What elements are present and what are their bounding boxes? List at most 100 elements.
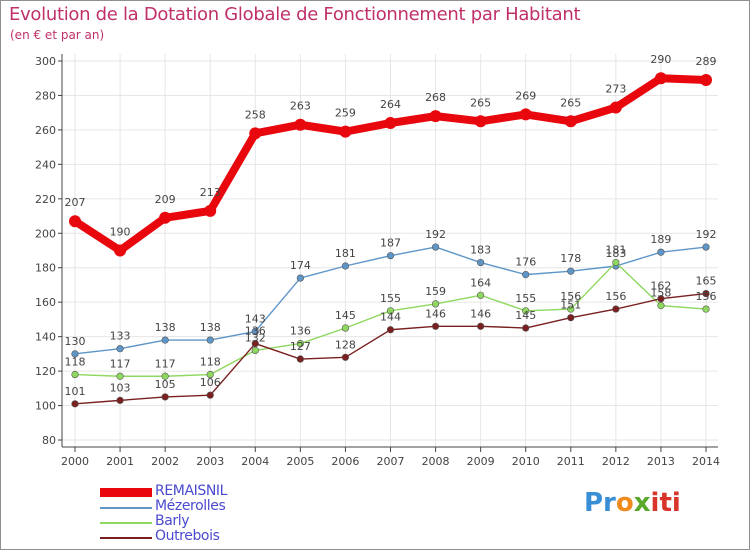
- data-point: [116, 396, 124, 404]
- data-point: [69, 215, 81, 228]
- data-label: 181: [335, 247, 356, 260]
- data-point: [431, 243, 440, 251]
- grid-layer: [62, 54, 718, 447]
- data-label: 178: [560, 252, 581, 265]
- x-tick-label: 2006: [331, 455, 359, 468]
- data-label: 127: [290, 340, 311, 353]
- data-label: 265: [560, 96, 581, 109]
- chart-subtitle: (en € et par an): [10, 28, 105, 42]
- y-tick-label: 180: [35, 262, 56, 275]
- data-point: [161, 336, 169, 344]
- chart-title: Evolution de la Dotation Globale de Fonc…: [9, 4, 581, 25]
- data-label: 138: [155, 321, 176, 334]
- data-point: [657, 248, 665, 256]
- data-label: 164: [470, 276, 491, 289]
- data-label: 176: [515, 256, 536, 269]
- data-point: [341, 353, 350, 361]
- data-point: [657, 302, 665, 310]
- data-label: 133: [110, 330, 131, 343]
- data-label: 128: [335, 338, 356, 351]
- data-label: 103: [110, 381, 131, 394]
- data-point: [296, 339, 304, 348]
- legend-label: REMAISNIL: [155, 483, 228, 499]
- logo-part-2: o: [615, 488, 634, 518]
- data-label: 117: [155, 357, 176, 370]
- data-point: [339, 125, 352, 138]
- data-point: [700, 73, 712, 86]
- data-label: 165: [696, 275, 717, 288]
- x-tick-label: 2004: [241, 455, 269, 468]
- x-tick-label: 2013: [647, 455, 675, 468]
- data-label: 117: [110, 357, 131, 370]
- legend-item: Outrebois: [100, 529, 350, 545]
- x-tick-label: 2009: [467, 455, 495, 468]
- y-tick-label: 120: [35, 365, 56, 378]
- data-label: 207: [65, 196, 86, 209]
- logo-part-4: iti: [650, 488, 681, 518]
- data-label: 118: [65, 356, 86, 369]
- axis-layer: 80 100 120 140 160 180 200 220 240 260 280 300 2000 2…: [35, 54, 720, 468]
- x-tick-label: 2011: [557, 455, 585, 468]
- data-label: 183: [470, 244, 491, 257]
- x-tick-label: 2012: [602, 455, 630, 468]
- data-point: [431, 300, 440, 308]
- data-label: 268: [425, 91, 446, 104]
- data-point: [657, 295, 665, 303]
- y-tick-label: 240: [35, 158, 56, 171]
- data-label: 118: [200, 356, 221, 369]
- data-label: 155: [380, 292, 401, 305]
- data-point: [71, 350, 79, 358]
- data-label: 213: [200, 186, 221, 199]
- line-chart: 80 100 120 140 160 180 200 220 240 260 280 300 2000 2…: [35, 53, 720, 468]
- data-label: 151: [560, 299, 581, 312]
- data-point: [519, 108, 532, 121]
- x-tick-label: 2014: [692, 455, 720, 468]
- data-point: [161, 393, 169, 401]
- y-tick-label: 100: [35, 400, 56, 413]
- data-label: 158: [650, 287, 671, 300]
- y-tick-label: 200: [35, 227, 56, 240]
- data-label: 143: [245, 312, 266, 325]
- data-point: [522, 307, 530, 315]
- legend-label: Barly: [155, 513, 190, 529]
- data-point: [477, 322, 485, 330]
- data-point: [702, 289, 710, 298]
- series-remaisnil: [69, 72, 712, 257]
- data-point: [206, 336, 214, 344]
- data-point: [702, 305, 710, 313]
- x-tick-label: 2001: [106, 455, 134, 468]
- data-label: 187: [380, 237, 401, 250]
- data-label: 258: [245, 108, 266, 121]
- data-label: 209: [155, 193, 176, 206]
- legend-swatch: [100, 485, 152, 500]
- data-point: [204, 204, 217, 217]
- data-point: [386, 326, 395, 334]
- data-point: [341, 262, 350, 270]
- data-point: [609, 101, 622, 114]
- data-label: 264: [380, 98, 401, 111]
- data-point: [296, 355, 304, 363]
- data-point: [114, 244, 127, 257]
- series-outrebois: [71, 289, 710, 408]
- y-tick-label: 260: [35, 124, 56, 137]
- data-point: [386, 307, 395, 315]
- data-point: [384, 117, 397, 130]
- data-label: 269: [515, 89, 536, 102]
- data-point: [567, 267, 575, 275]
- data-point: [251, 327, 259, 336]
- data-label: 273: [605, 83, 626, 96]
- data-point: [71, 400, 79, 408]
- data-point: [474, 115, 487, 128]
- data-label: 259: [335, 107, 356, 120]
- data-label: 105: [155, 378, 176, 391]
- data-label: 192: [425, 228, 446, 241]
- data-label: 265: [470, 96, 491, 109]
- data-point: [251, 346, 259, 355]
- data-label: 189: [650, 233, 671, 246]
- data-point: [567, 314, 575, 322]
- data-point: [567, 305, 575, 313]
- data-label: 174: [290, 259, 311, 272]
- data-label: 146: [425, 307, 446, 320]
- data-label: 136: [245, 325, 266, 338]
- logo-part-3: x: [633, 488, 651, 518]
